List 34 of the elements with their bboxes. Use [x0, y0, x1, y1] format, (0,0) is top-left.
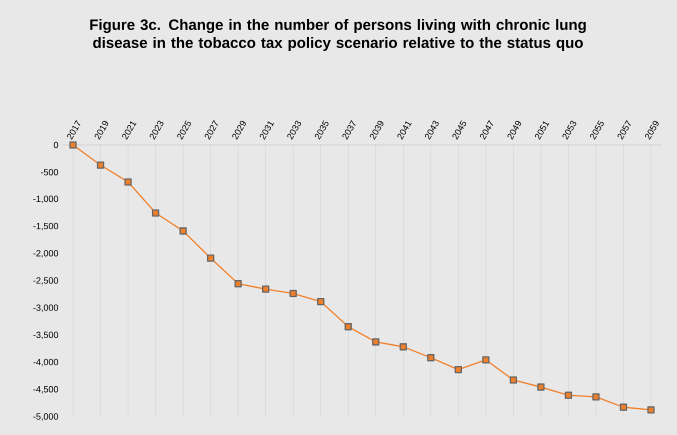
- point: [179, 227, 187, 235]
- point: [454, 366, 462, 374]
- y-tick-label: -2,500: [33, 277, 58, 285]
- point: [317, 298, 324, 306]
- y-tick-label: -2,000: [33, 250, 58, 258]
- y-tick-label: 0: [54, 142, 58, 148]
- point: [647, 406, 655, 414]
- y-tick-label: -5,000: [33, 413, 58, 421]
- chart-title: Figure 3c. Change in the number of persons living with chronic lung disease in the tobacco tax policy scenario relative to the status quo: [90, 19, 586, 51]
- point: [290, 290, 297, 298]
- point: [234, 280, 242, 288]
- point: [564, 392, 572, 399]
- y-tick-label: -4,000: [33, 358, 58, 366]
- y-tick-label: -500: [40, 169, 58, 176]
- point: [206, 254, 214, 262]
- y-tick-label: -3,000: [33, 304, 58, 312]
- point: [96, 161, 104, 169]
- point: [124, 178, 132, 186]
- point: [344, 323, 352, 330]
- point: [69, 141, 77, 149]
- point: [372, 338, 380, 346]
- point: [262, 286, 270, 293]
- y-tick-label: -3,500: [33, 332, 58, 340]
- y-tick-label: -1,500: [33, 222, 58, 230]
- point: [482, 356, 490, 364]
- point: [427, 354, 434, 362]
- point: [620, 404, 628, 411]
- y-tick-label: -1,000: [33, 196, 58, 204]
- y-tick-label: -4,500: [33, 386, 58, 394]
- point: [510, 376, 518, 384]
- point: [400, 343, 407, 350]
- point: [152, 209, 160, 217]
- point: [537, 383, 545, 391]
- point: [592, 393, 600, 401]
